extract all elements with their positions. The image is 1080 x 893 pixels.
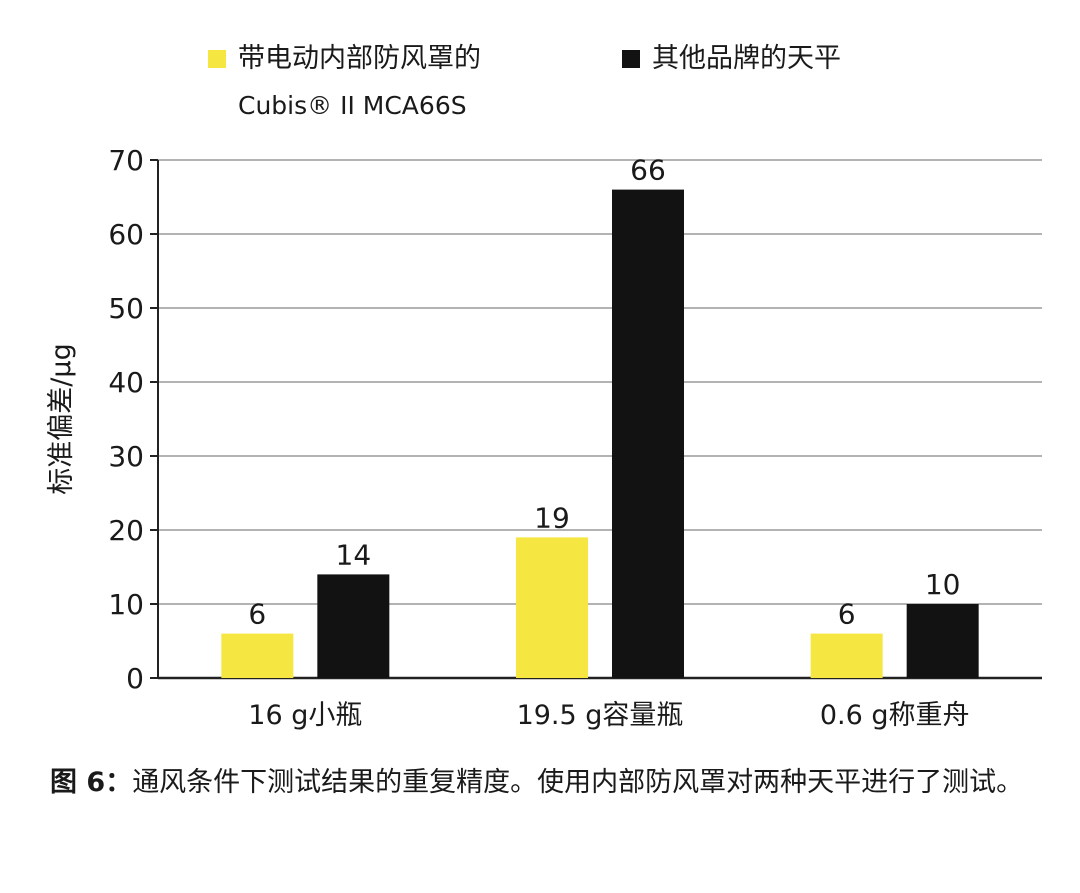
y-axis-label: 标准偏差/μg: [46, 343, 77, 494]
bar-chart: 0 10 20 30 40 50 60 70 标准偏差/μg 6 14 16 g小瓶 19 66 19.5 …: [46, 144, 1042, 731]
bar: [906, 604, 979, 678]
y-tick-label: 30: [108, 440, 144, 473]
legend-swatch-black: [622, 50, 640, 68]
data-label: 14: [336, 538, 372, 571]
data-label: 6: [248, 598, 266, 631]
y-tick-label: 70: [108, 144, 144, 177]
x-tick-label: 16 g小瓶: [248, 700, 362, 731]
x-tick-label: 19.5 g容量瓶: [517, 700, 684, 731]
caption-label: 图 6：: [50, 767, 133, 798]
bar: [317, 574, 390, 678]
y-tick-label: 10: [108, 588, 144, 621]
y-tick-label: 20: [108, 514, 144, 547]
y-tick-label: 0: [126, 662, 144, 695]
y-tick-label: 40: [108, 366, 144, 399]
data-label: 6: [838, 598, 856, 631]
data-label: 66: [630, 154, 666, 187]
x-tick-label: 0.6 g称重舟: [820, 700, 970, 731]
legend-label-series2: 其他品牌的天平: [652, 43, 841, 74]
data-label: 10: [925, 568, 961, 601]
legend-label-series1-line1: 带电动内部防风罩的: [238, 43, 481, 74]
bar: [221, 633, 294, 678]
data-label: 19: [534, 501, 570, 534]
caption-text: 通风条件下测试结果的重复精度。使用内部防风罩对两种天平进行了测试。: [132, 767, 1024, 798]
bar: [612, 189, 684, 678]
y-tick-label: 50: [108, 292, 144, 325]
bar: [516, 537, 588, 678]
legend-swatch-yellow: [208, 50, 226, 68]
y-tick-label: 60: [108, 218, 144, 251]
figure-caption: 图 6：通风条件下测试结果的重复精度。使用内部防风罩对两种天平进行了测试。: [50, 760, 1050, 805]
legend-label-series1-line2: Cubis® II MCA66S: [238, 91, 467, 120]
bar: [810, 633, 883, 678]
